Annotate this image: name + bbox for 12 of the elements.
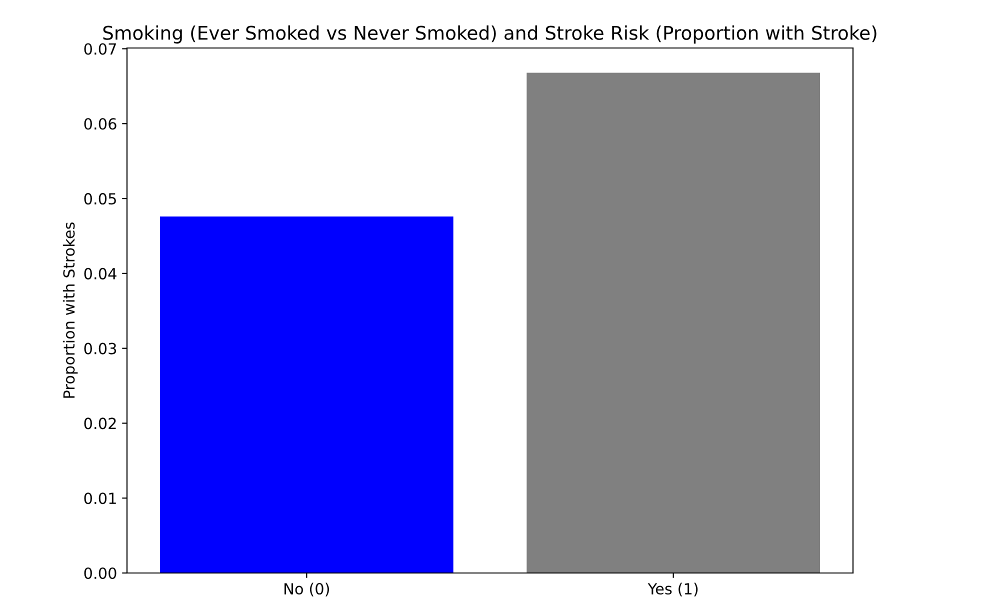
x-tick-label: No (0): [284, 582, 329, 596]
y-axis-title: Proportion with Strokes: [62, 222, 78, 398]
y-tick-label: 0.03: [84, 342, 116, 354]
y-tick-label: 0.04: [84, 268, 116, 280]
chart-title: Smoking (Ever Smoked vs Never Smoked) and Stroke Risk (Proportion with Stroke): [103, 25, 876, 44]
x-tick-label: Yes (1): [648, 582, 698, 596]
y-tick-label: 0.07: [84, 43, 116, 55]
y-tick-label: 0.02: [84, 418, 116, 430]
y-tick-label: 0.05: [84, 193, 116, 205]
y-tick-label: 0.00: [84, 567, 116, 580]
y-tick-label: 0.01: [84, 492, 116, 504]
y-tick-label: 0.06: [84, 118, 116, 130]
